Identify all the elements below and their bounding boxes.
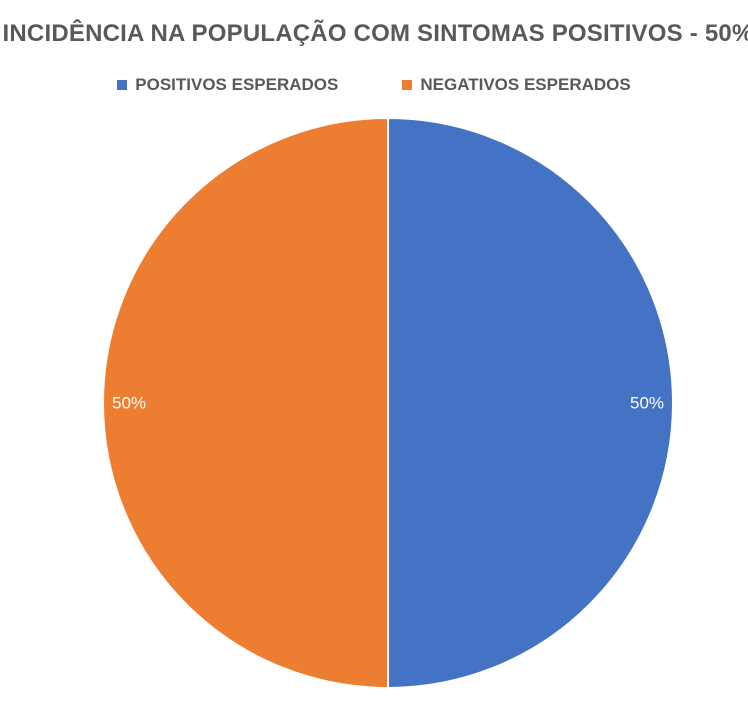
legend-label-positivos: POSITIVOS ESPERADOS	[135, 75, 339, 94]
pie-slice-positivos	[387, 116, 674, 690]
chart-title: INCIDÊNCIA NA POPULAÇÃO COM SINTOMAS POS…	[2, 20, 748, 47]
legend-swatch-negativos	[402, 80, 413, 90]
legend-swatch-positivos	[117, 80, 128, 90]
pie-slice-negativos	[102, 116, 389, 690]
legend-item-positivos: POSITIVOS ESPERADOS	[117, 75, 338, 95]
data-label-positivos: 50%	[630, 394, 664, 413]
legend-item-negativos: NEGATIVOS ESPERADOS	[402, 75, 631, 95]
chart-legend: POSITIVOS ESPERADOS NEGATIVOS ESPERADOS	[0, 75, 748, 95]
data-label-negativos: 50%	[112, 394, 146, 413]
legend-label-negativos: NEGATIVOS ESPERADOS	[420, 75, 631, 94]
